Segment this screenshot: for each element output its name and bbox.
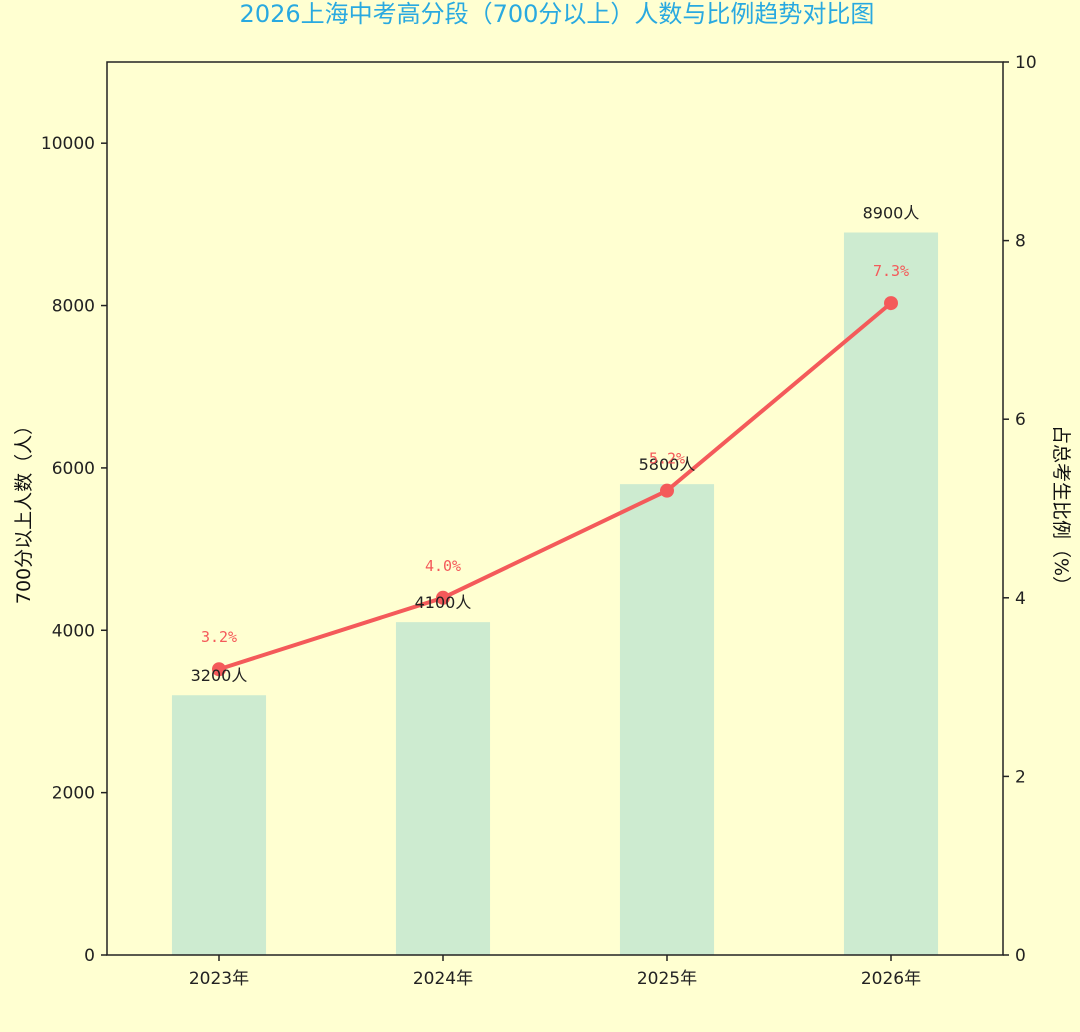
bar-value-label: 3200人: [191, 666, 248, 685]
y-left-tick-label: 2000: [52, 784, 95, 804]
ratio-line: [217, 301, 893, 672]
ratio-point: [884, 296, 898, 311]
y-left-tick-label: 8000: [52, 297, 95, 317]
x-tick-label: 2025年: [637, 969, 697, 989]
chart-title: 2026上海中考高分段（700分以上）人数与比例趋势对比图: [240, 0, 875, 28]
bars-group: [171, 232, 939, 955]
x-tick-label: 2026年: [861, 969, 921, 989]
y-right-tick-label: 10: [1015, 53, 1037, 73]
ratio-value-label: 4.0%: [425, 557, 461, 575]
y-right-tick-label: 4: [1015, 589, 1026, 609]
x-tick-label: 2024年: [413, 969, 473, 989]
bar: [171, 695, 267, 955]
y-left-tick-label: 0: [84, 946, 95, 966]
ratio-value-label: 3.2%: [201, 628, 237, 646]
y-right-tick-label: 2: [1015, 767, 1026, 787]
bar-value-label: 5800人: [639, 455, 696, 474]
bar-value-label: 4100人: [415, 593, 472, 612]
ratio-value-label: 7.3%: [873, 262, 909, 280]
bar: [843, 232, 939, 955]
x-tick-label: 2023年: [189, 969, 249, 989]
ratio-point: [212, 662, 226, 677]
y-right-tick-label: 8: [1015, 232, 1026, 252]
y-left-tick-label: 6000: [52, 459, 95, 479]
axes-group: 0 2000 4000 6000 8000 10000 0 2 4 6 8 10 2023年 2024年 2…: [41, 53, 1037, 989]
bar: [395, 622, 491, 955]
y-right-tick-label: 6: [1015, 410, 1026, 430]
y-axis-left-label: 700分以上人数（人）: [13, 416, 35, 604]
ratio-point: [660, 483, 674, 498]
y-left-tick-label: 4000: [52, 621, 95, 641]
y-left-tick-label: 10000: [41, 134, 95, 154]
data-labels-group: 3200人 4100人 5800人 8900人 3.2% 4.0% 5.2% 7.3%: [191, 203, 920, 685]
y-axis-right-label: 占总考生比例（%）: [1050, 425, 1072, 595]
bar-value-label: 8900人: [863, 203, 920, 222]
ratio-point: [436, 590, 450, 605]
plot-frame: [106, 61, 1004, 956]
ratio-line-group: [212, 296, 898, 677]
ratio-value-label: 5.2%: [649, 450, 685, 468]
bar: [619, 484, 715, 955]
y-right-tick-label: 0: [1015, 946, 1026, 966]
